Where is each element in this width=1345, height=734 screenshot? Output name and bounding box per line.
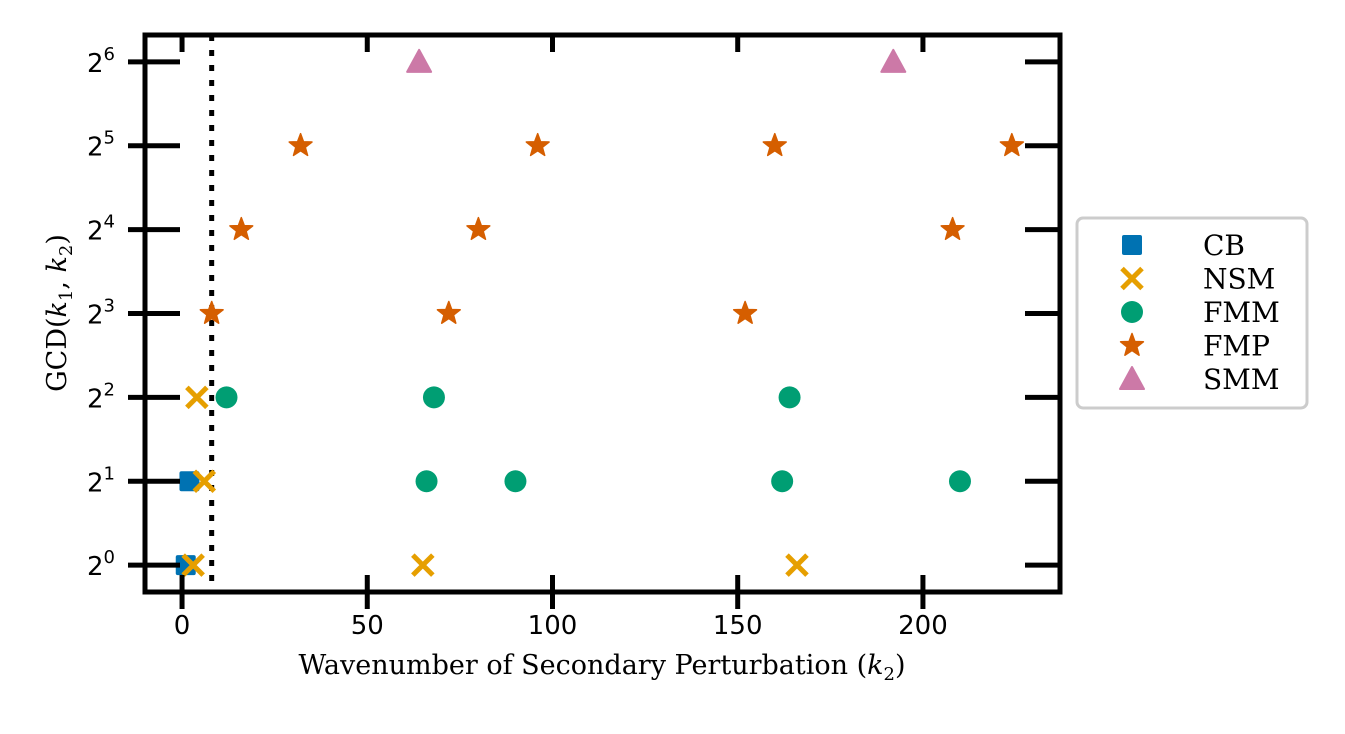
legend-label: NSM <box>1203 263 1275 296</box>
y-axis-label: GCD(k1, k2) <box>42 234 77 392</box>
point-fmp <box>199 300 224 324</box>
point-fmp <box>466 216 491 241</box>
legend-marker-fmm <box>1121 301 1143 323</box>
point-fmp <box>229 216 254 241</box>
point-fmm <box>422 386 445 409</box>
plot-area <box>128 32 1063 609</box>
x-tick-label: 50 <box>351 611 384 641</box>
x-axis-label: Wavenumber of Secondary Perturbation (k2… <box>298 650 905 685</box>
point-fmp <box>762 132 787 157</box>
legend-label: FMP <box>1203 330 1270 363</box>
point-fmm <box>778 386 801 409</box>
point-fmp <box>732 300 758 324</box>
y-tick-label: 21 <box>87 463 115 498</box>
point-fmp <box>288 132 313 157</box>
x-tick-label: 0 <box>174 611 191 641</box>
y-tick-label: 22 <box>87 379 115 414</box>
y-tick-label: 26 <box>87 44 115 79</box>
point-smm <box>406 48 433 73</box>
point-nsm <box>192 469 217 494</box>
point-fmp <box>436 300 461 324</box>
point-fmp <box>999 132 1025 157</box>
y-tick-label: 24 <box>87 212 115 247</box>
point-fmm <box>771 470 794 493</box>
y-tick-label: 25 <box>87 128 115 163</box>
point-nsm <box>411 553 435 577</box>
legend-label: FMM <box>1203 296 1280 329</box>
point-smm <box>880 48 907 73</box>
x-tick-label: 100 <box>528 611 578 641</box>
point-fmm <box>504 470 527 493</box>
y-tick-label: 20 <box>87 547 115 582</box>
point-nsm <box>785 553 809 577</box>
point-cb <box>179 471 200 492</box>
point-fmm <box>415 470 438 493</box>
x-tick-label: 200 <box>898 611 948 641</box>
legend-marker-cb <box>1122 235 1142 255</box>
point-fmm <box>948 470 971 493</box>
point-nsm <box>181 553 205 577</box>
legend-label: SMM <box>1203 363 1280 396</box>
point-fmp <box>940 216 965 241</box>
legend-marker-fmp <box>1119 332 1145 356</box>
legend-marker-smm <box>1119 366 1145 390</box>
point-fmm <box>215 386 238 409</box>
legend-label: CB <box>1203 229 1245 262</box>
y-tick-label: 23 <box>87 296 115 331</box>
point-nsm <box>185 385 209 410</box>
point-fmp <box>525 132 550 157</box>
axes-frame <box>142 32 1063 595</box>
legend-marker-nsm <box>1120 266 1144 291</box>
x-tick-label: 150 <box>713 611 763 641</box>
